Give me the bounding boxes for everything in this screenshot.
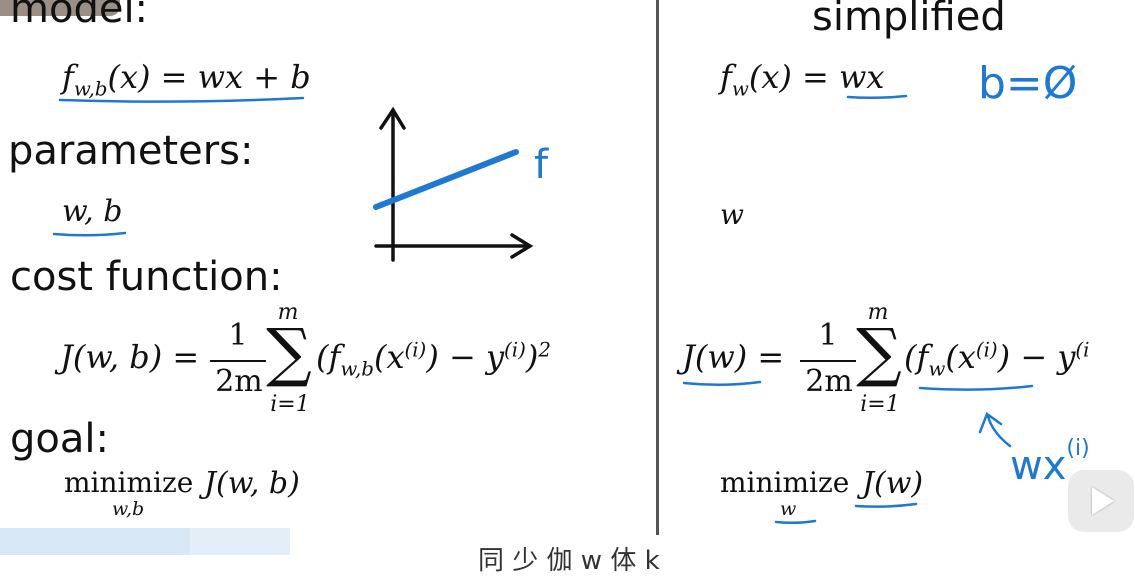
graph-label-f: f — [534, 142, 549, 188]
simplified-fraction-denominator: 2m — [805, 364, 853, 399]
play-button[interactable] — [1068, 470, 1134, 532]
y-axis-arrow-icon — [379, 106, 406, 130]
summand-power: 2 — [538, 338, 551, 362]
graph-axes — [374, 106, 534, 262]
cost-fraction-bar — [210, 360, 266, 362]
wx-note-superscript: (i) — [1066, 436, 1090, 461]
wx-note: wx(i) — [1010, 436, 1090, 489]
simplified-model-f: f — [720, 58, 732, 96]
summand-close: ) — [525, 338, 539, 376]
model-rest: (x) = wx + b — [107, 58, 311, 96]
simplified-heading: simplified — [812, 0, 1006, 40]
simplified-goal-subscript: w — [780, 498, 797, 520]
simplified-fraction-bar — [800, 360, 856, 362]
model-f: f — [62, 58, 74, 96]
graph-line-f — [373, 149, 519, 210]
simplified-sum-lower-limit: i=1 — [860, 392, 900, 417]
parameters-underline — [52, 231, 127, 237]
column-divider — [656, 0, 659, 535]
simplified-cost-summand: (fw(x(i)) − y(i — [904, 338, 1089, 380]
cost-lhs: J(w, b) = — [60, 338, 200, 376]
simplified-cost-lhs: J(w) = — [682, 338, 785, 376]
simplified-summand-y-superscript: (i — [1075, 338, 1090, 362]
simplified-fraction-numerator: 1 — [818, 318, 838, 353]
f-w-underline — [918, 384, 1034, 391]
parameters-heading: parameters: — [8, 128, 254, 174]
model-f-subscript: w,b — [73, 77, 108, 101]
simplified-summand-open: (f — [904, 338, 929, 376]
goal-heading: goal: — [10, 416, 109, 462]
simplified-model-underline — [846, 94, 908, 100]
goal-expression: J(w, b) — [204, 466, 300, 501]
parameters-list: w, b — [62, 194, 123, 229]
model-equation: fw,b(x) = wx + b — [62, 58, 311, 100]
j-w-goal-underline — [854, 502, 918, 508]
model-heading: model: — [10, 0, 149, 32]
wx-arrow-icon — [978, 412, 1012, 448]
b-equals-zero-note: b=Ø — [978, 58, 1078, 109]
cost-fraction-denominator: 2m — [215, 364, 263, 399]
simplified-model-equation: fw(x) = wx — [720, 58, 884, 100]
sum-lower-limit: i=1 — [270, 392, 310, 417]
goal-minimize-subscript: w,b — [112, 498, 145, 520]
simplified-model-subscript: w — [731, 77, 749, 101]
model-underline — [58, 96, 305, 103]
annotation-layer: f — [52, 94, 1034, 525]
goal-minimize: minimize — [64, 466, 194, 499]
cost-heading: cost function: — [10, 254, 283, 300]
simplified-summand-f-subscript: w — [928, 357, 946, 381]
summand-x: (x — [373, 338, 405, 376]
summand-x-superscript: (i) — [404, 338, 427, 362]
simplified-goal-minimize: minimize — [720, 466, 850, 499]
summand-y-superscript: (i) — [504, 338, 526, 362]
simplified-summand-x: (x — [945, 338, 976, 376]
subtitle-background-right — [190, 528, 290, 555]
wx-note-text: wx — [1010, 443, 1067, 489]
simplified-summand-mid: ) − y — [997, 338, 1076, 376]
summand-open: (f — [316, 338, 341, 376]
minimize-w-underline — [774, 519, 817, 525]
summand-mid: ) − y — [426, 338, 505, 376]
channel-logo — [0, 0, 120, 16]
cost-fraction-numerator: 1 — [228, 318, 248, 353]
cost-summand: (fw,b(x(i)) − y(i))2 — [316, 338, 551, 380]
simplified-goal-expression: J(w) — [862, 466, 924, 501]
j-of-w-underline — [682, 380, 762, 387]
subtitle-caption: 同 少 伽 w 体 k — [478, 546, 660, 576]
simplified-parameter: w — [720, 198, 744, 231]
simplified-summation-symbol: ∑ — [856, 316, 902, 390]
summation-symbol: ∑ — [266, 316, 312, 390]
simplified-sum-upper-limit: m — [867, 300, 889, 325]
simplified-summand-x-superscript: (i) — [975, 338, 998, 362]
x-axis-arrow-icon — [510, 233, 534, 259]
simplified-model-rest: (x) = wx — [748, 58, 885, 96]
sum-upper-limit: m — [277, 300, 299, 325]
summand-f-subscript: w,b — [340, 357, 374, 381]
